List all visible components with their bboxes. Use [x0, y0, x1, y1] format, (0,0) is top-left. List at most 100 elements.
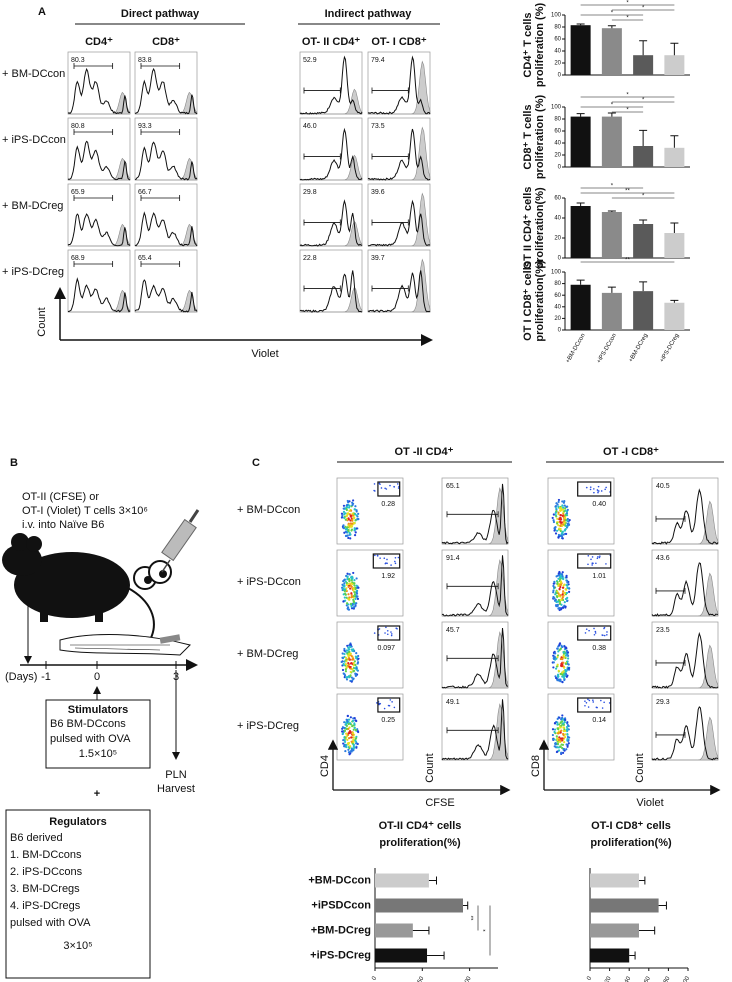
dot	[349, 519, 352, 522]
bar	[375, 923, 413, 938]
dot	[348, 753, 351, 756]
dot	[350, 607, 354, 610]
dot	[554, 526, 557, 529]
category-label: +iPS-DCcon	[596, 333, 618, 365]
dot	[554, 598, 557, 601]
dot	[348, 579, 351, 583]
dot	[563, 721, 566, 724]
dot	[342, 526, 345, 529]
dot	[557, 498, 561, 502]
significance-label: *	[611, 103, 614, 109]
dot	[554, 504, 558, 508]
sample-histogram	[441, 483, 509, 545]
dot	[347, 585, 350, 588]
dot	[604, 488, 606, 491]
control-histogram	[442, 703, 509, 761]
dot	[556, 582, 559, 585]
dot	[386, 558, 388, 561]
dot	[344, 668, 347, 671]
dot	[603, 634, 606, 637]
dot	[560, 751, 563, 754]
dot	[347, 524, 350, 527]
gate-value: 91.4	[446, 555, 460, 562]
significance-label: *	[611, 184, 614, 190]
bar	[570, 116, 591, 167]
dot	[344, 592, 347, 595]
harvest-text: PLN	[165, 769, 186, 781]
gate-box	[372, 553, 401, 569]
dot	[349, 602, 353, 605]
dot	[385, 626, 387, 629]
dot	[346, 718, 349, 722]
dot	[345, 732, 348, 735]
dot	[554, 676, 558, 680]
dot	[346, 644, 349, 647]
y-tick-label: 20	[554, 153, 561, 159]
dot	[567, 523, 570, 526]
dot	[565, 743, 568, 746]
dot	[345, 676, 348, 679]
dot	[564, 597, 568, 601]
chart-title: proliferation(%)	[590, 837, 672, 849]
gate-box	[577, 481, 612, 497]
dot	[557, 678, 560, 681]
y-tick-label: 20	[554, 316, 561, 322]
gate-value: 0.28	[381, 501, 395, 508]
dot	[564, 736, 567, 739]
dot	[390, 631, 392, 633]
box-line: 3. BM-DCregs	[10, 883, 80, 895]
dot	[345, 581, 348, 585]
dot	[355, 602, 358, 605]
box-title: Regulators	[49, 816, 106, 828]
dot	[552, 661, 555, 664]
dot	[347, 661, 350, 665]
gate-value: 46.0	[303, 123, 317, 130]
dot	[350, 592, 353, 595]
dot	[349, 525, 353, 528]
significance-label: *	[484, 929, 490, 932]
dot	[394, 560, 396, 563]
dot	[566, 508, 569, 511]
dot	[380, 487, 383, 489]
dot	[383, 707, 386, 710]
dot	[568, 590, 571, 593]
dot	[349, 509, 353, 512]
dot	[565, 599, 569, 603]
chart-title: proliferation(%)	[379, 837, 461, 849]
y-tick-label: 100	[551, 105, 562, 111]
dot	[397, 556, 400, 559]
sample-histogram	[67, 140, 131, 181]
dot	[596, 557, 599, 560]
syringe-illustration	[133, 509, 200, 590]
y-tick-label: 100	[551, 13, 562, 19]
x-axis-label: CFSE	[425, 797, 454, 809]
y-axis-label: proliferation (%)	[534, 3, 546, 88]
y-tick-label: 60	[554, 37, 561, 43]
dot	[378, 628, 381, 630]
day-label: 0	[94, 671, 100, 683]
category-label: +BM-DCreg	[311, 924, 371, 936]
dot	[555, 592, 558, 595]
dot	[354, 728, 358, 732]
dot	[552, 582, 555, 585]
row-label: + BM-DCcon	[2, 68, 65, 80]
dot	[566, 735, 570, 739]
dot	[565, 649, 569, 652]
dot	[353, 534, 357, 537]
dot	[552, 519, 555, 522]
dot	[355, 656, 358, 660]
dot	[565, 725, 569, 729]
dot	[554, 667, 558, 670]
dot	[593, 488, 595, 490]
pathway-header: Indirect pathway	[325, 8, 413, 20]
dot	[555, 529, 559, 532]
x-axis-label: Violet	[636, 797, 663, 809]
sample-histogram	[367, 199, 431, 247]
dot	[346, 607, 349, 610]
error-bar	[428, 876, 437, 885]
dot	[593, 633, 596, 636]
dot	[343, 513, 346, 516]
dot	[560, 664, 563, 668]
dot	[347, 522, 350, 525]
dot	[345, 515, 348, 518]
